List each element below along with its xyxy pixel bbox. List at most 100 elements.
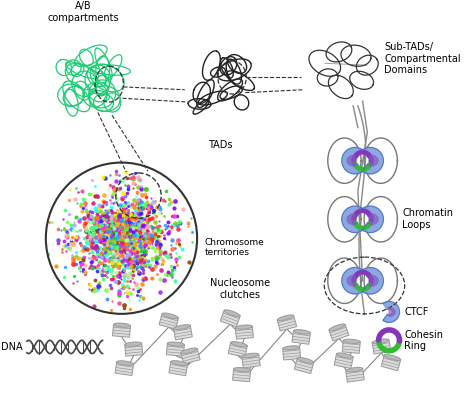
Point	[147, 232, 155, 239]
Point	[120, 305, 128, 311]
Point	[127, 255, 135, 261]
Point	[109, 230, 117, 236]
Point	[74, 189, 82, 195]
Point	[126, 306, 133, 312]
Point	[111, 235, 119, 241]
Ellipse shape	[236, 325, 252, 329]
Point	[134, 230, 141, 237]
Point	[114, 279, 122, 285]
Point	[118, 230, 126, 236]
Point	[115, 279, 123, 285]
Point	[101, 242, 109, 248]
Point	[126, 273, 133, 279]
Point	[127, 274, 134, 280]
Point	[144, 210, 151, 216]
Point	[118, 234, 126, 240]
Point	[130, 267, 138, 273]
Point	[117, 238, 125, 244]
Point	[118, 237, 126, 243]
Point	[129, 272, 137, 278]
Point	[88, 209, 96, 215]
Point	[118, 214, 125, 220]
Point	[108, 225, 116, 231]
Point	[118, 235, 125, 242]
Point	[142, 276, 150, 282]
Point	[100, 237, 108, 243]
Point	[115, 288, 123, 294]
Point	[120, 301, 128, 308]
Point	[146, 242, 153, 248]
Point	[129, 174, 137, 180]
Point	[168, 237, 176, 243]
Point	[93, 268, 100, 274]
Point	[128, 275, 136, 281]
Point	[94, 285, 101, 292]
Point	[119, 233, 127, 239]
Point	[132, 207, 139, 213]
Point	[87, 241, 95, 248]
Point	[113, 235, 120, 241]
Point	[122, 235, 130, 241]
Point	[118, 281, 126, 287]
Point	[107, 200, 115, 206]
Point	[130, 231, 137, 237]
Point	[111, 213, 119, 219]
Point	[141, 242, 149, 248]
Point	[90, 239, 97, 245]
Point	[132, 228, 140, 234]
Point	[141, 223, 148, 230]
Point	[113, 215, 120, 222]
Point	[101, 175, 109, 182]
Point	[67, 238, 74, 244]
Point	[117, 236, 125, 242]
Ellipse shape	[343, 339, 360, 343]
Point	[85, 214, 92, 220]
Point	[55, 237, 62, 243]
Point	[112, 178, 120, 184]
Point	[72, 196, 79, 202]
Point	[116, 256, 123, 263]
Point	[120, 239, 128, 246]
Point	[114, 246, 121, 252]
Point	[140, 216, 147, 222]
Polygon shape	[169, 362, 188, 376]
Point	[110, 237, 118, 243]
Point	[117, 248, 124, 254]
Point	[120, 242, 128, 248]
Point	[120, 256, 128, 263]
Point	[179, 206, 187, 212]
Point	[135, 227, 142, 233]
Point	[100, 246, 107, 252]
Point	[115, 172, 123, 178]
Point	[109, 249, 117, 255]
Point	[134, 260, 141, 266]
Point	[77, 261, 84, 267]
Point	[67, 241, 74, 248]
Point	[115, 237, 123, 243]
Point	[104, 221, 111, 227]
Point	[125, 270, 133, 276]
Point	[86, 241, 93, 248]
Point	[117, 235, 125, 242]
Point	[109, 258, 117, 264]
Point	[101, 272, 109, 279]
Point	[131, 254, 139, 261]
Point	[106, 282, 113, 288]
Point	[106, 240, 114, 246]
Point	[106, 242, 113, 248]
Point	[133, 248, 140, 254]
Point	[118, 235, 125, 241]
Point	[150, 211, 158, 217]
Polygon shape	[342, 206, 363, 233]
Point	[167, 254, 174, 260]
Point	[131, 252, 139, 258]
Point	[102, 244, 109, 250]
Point	[111, 234, 118, 240]
Point	[125, 182, 132, 189]
Point	[92, 208, 100, 214]
Point	[157, 242, 165, 248]
Point	[137, 231, 145, 238]
Point	[152, 230, 159, 237]
Point	[137, 294, 145, 301]
Point	[131, 219, 139, 225]
